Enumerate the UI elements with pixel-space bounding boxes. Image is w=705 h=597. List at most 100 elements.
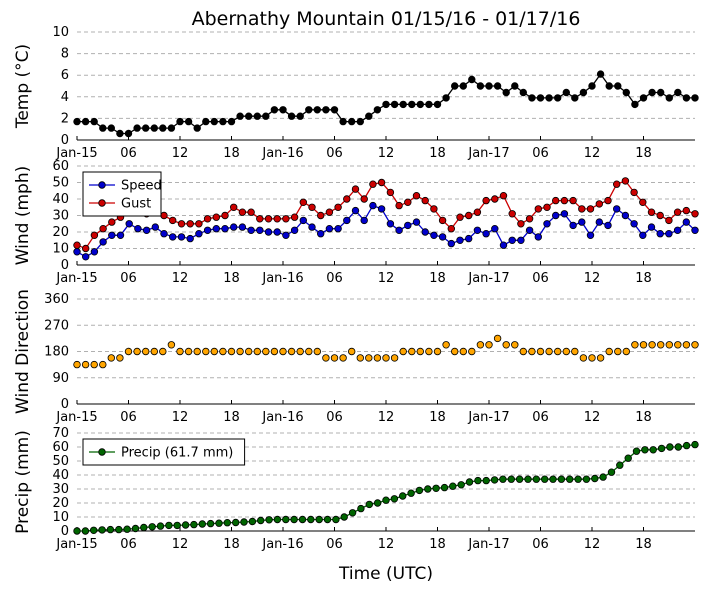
- y-tick-label-wind-direction-1: 90: [52, 371, 69, 386]
- data-point-wind-speed-1-32: [351, 185, 360, 193]
- data-point-wind-speed-0-42: [438, 233, 447, 241]
- data-point-temp-0-49: [493, 82, 502, 90]
- data-point-temp-0-27: [305, 106, 313, 114]
- data-point-wind-speed-1-34: [369, 180, 377, 188]
- data-point-precip-0-31: [332, 515, 340, 524]
- data-point-temp-0-11: [167, 124, 176, 132]
- y-tick-label-precip-3: 30: [52, 482, 69, 497]
- data-point-wind-speed-1-65: [639, 198, 647, 206]
- data-point-temp-0-66: [639, 94, 648, 102]
- y-axis-label-wind-speed: Wind (mph): [13, 166, 33, 266]
- data-point-wind-speed-1-51: [517, 220, 525, 228]
- data-point-precip-0-70: [657, 444, 666, 453]
- data-point-wind-direction-0-25: [287, 347, 296, 356]
- data-point-wind-speed-1-40: [421, 196, 429, 205]
- data-point-wind-direction-0-50: [502, 341, 510, 349]
- data-point-precip-0-74: [691, 440, 699, 449]
- data-point-temp-0-34: [365, 112, 373, 120]
- data-point-wind-direction-0-23: [270, 347, 279, 356]
- data-point-wind-speed-0-22: [264, 228, 273, 236]
- data-point-temp-0-8: [141, 124, 150, 132]
- x-tick-label-wind-direction-5: 06: [326, 410, 343, 425]
- data-point-wind-direction-0-2: [90, 360, 98, 369]
- data-point-precip-0-33: [348, 509, 357, 517]
- x-axis-label: Time (UTC): [338, 564, 433, 584]
- x-tick-label-precip-5: 06: [326, 537, 343, 552]
- data-point-wind-speed-1-12: [177, 220, 186, 228]
- data-point-wind-direction-0-63: [614, 347, 622, 356]
- data-point-temp-0-26: [296, 112, 304, 120]
- y-axis-label-wind-direction: Wind Direction: [13, 289, 33, 414]
- data-point-wind-direction-0-51: [511, 341, 519, 349]
- y-tick-label-precip-5: 50: [52, 454, 69, 469]
- data-point-precip-0-45: [449, 482, 457, 490]
- data-point-precip-0-55: [532, 475, 540, 483]
- data-point-wind-speed-1-54: [543, 203, 551, 211]
- data-point-wind-speed-0-24: [282, 231, 290, 239]
- data-point-temp-0-57: [562, 88, 570, 97]
- data-point-temp-0-4: [107, 124, 115, 132]
- data-point-wind-direction-0-38: [399, 347, 407, 356]
- data-point-wind-speed-1-36: [386, 188, 395, 197]
- data-point-temp-0-14: [193, 124, 201, 132]
- data-point-wind-direction-0-27: [305, 347, 313, 356]
- data-point-wind-direction-0-49: [493, 334, 502, 343]
- data-point-wind-direction-0-53: [528, 347, 536, 356]
- data-point-temp-0-24: [279, 106, 287, 114]
- data-point-temp-0-64: [622, 88, 630, 97]
- data-point-temp-0-60: [588, 82, 596, 90]
- x-tick-label-temp-5: 06: [326, 146, 343, 161]
- y-tick-label-wind-direction-2: 180: [44, 345, 69, 360]
- x-tick-label-precip-1: 06: [120, 537, 137, 552]
- legend-swatch-marker-precip-0: [98, 448, 106, 456]
- data-point-wind-direction-0-68: [657, 341, 665, 349]
- data-point-wind-direction-0-57: [562, 347, 570, 356]
- data-point-precip-0-73: [682, 441, 691, 450]
- x-tick-label-wind-direction-2: 12: [172, 410, 189, 425]
- data-point-wind-speed-1-58: [578, 205, 586, 213]
- data-point-wind-speed-1-50: [508, 210, 516, 218]
- data-point-precip-0-1: [81, 527, 90, 535]
- data-point-precip-0-4: [106, 525, 115, 534]
- y-tick-label-wind-speed-1: 10: [52, 242, 69, 257]
- data-point-precip-0-61: [582, 475, 591, 483]
- data-point-wind-speed-0-26: [299, 216, 307, 225]
- data-point-wind-speed-0-60: [595, 218, 603, 226]
- data-point-wind-speed-1-22: [264, 215, 273, 223]
- data-point-precip-0-22: [257, 516, 265, 525]
- data-point-wind-direction-0-19: [236, 347, 244, 356]
- data-point-temp-0-68: [657, 88, 665, 97]
- data-point-wind-speed-0-9: [151, 223, 159, 231]
- data-point-wind-speed-1-35: [377, 178, 386, 187]
- data-point-wind-speed-1-0: [73, 241, 81, 249]
- data-point-wind-speed-1-56: [560, 196, 569, 205]
- data-point-wind-speed-1-3: [99, 224, 107, 233]
- data-point-temp-0-72: [691, 94, 699, 102]
- data-point-wind-speed-0-36: [386, 220, 395, 228]
- data-point-precip-0-16: [206, 519, 215, 528]
- data-point-precip-0-54: [524, 475, 532, 483]
- data-point-wind-direction-0-6: [124, 347, 133, 356]
- data-point-wind-speed-0-34: [369, 201, 377, 210]
- data-point-wind-direction-0-69: [665, 341, 673, 349]
- data-point-temp-0-61: [596, 70, 605, 78]
- data-point-wind-speed-0-54: [543, 220, 551, 228]
- data-point-wind-speed-0-32: [351, 206, 360, 215]
- data-point-temp-0-23: [270, 106, 279, 114]
- y-tick-label-wind-direction-4: 360: [44, 292, 69, 307]
- data-point-temp-0-38: [399, 100, 407, 109]
- data-point-wind-speed-0-69: [673, 226, 682, 234]
- data-point-wind-speed-0-43: [447, 239, 455, 248]
- data-point-wind-speed-0-10: [160, 229, 168, 238]
- data-point-wind-direction-0-67: [648, 341, 656, 349]
- x-tick-label-wind-direction-0: Jan-15: [55, 410, 97, 425]
- x-tick-label-wind-speed-9: 06: [532, 271, 549, 286]
- y-axis-label-temp: Temp (°C): [13, 44, 33, 129]
- data-point-temp-0-63: [614, 82, 622, 90]
- data-point-wind-speed-1-31: [343, 195, 351, 203]
- y-tick-label-precip-7: 70: [52, 426, 69, 441]
- data-point-wind-speed-1-42: [438, 216, 447, 225]
- data-point-precip-0-41: [415, 486, 424, 495]
- data-point-temp-0-0: [73, 117, 81, 126]
- x-tick-label-wind-speed-0: Jan-15: [55, 271, 97, 286]
